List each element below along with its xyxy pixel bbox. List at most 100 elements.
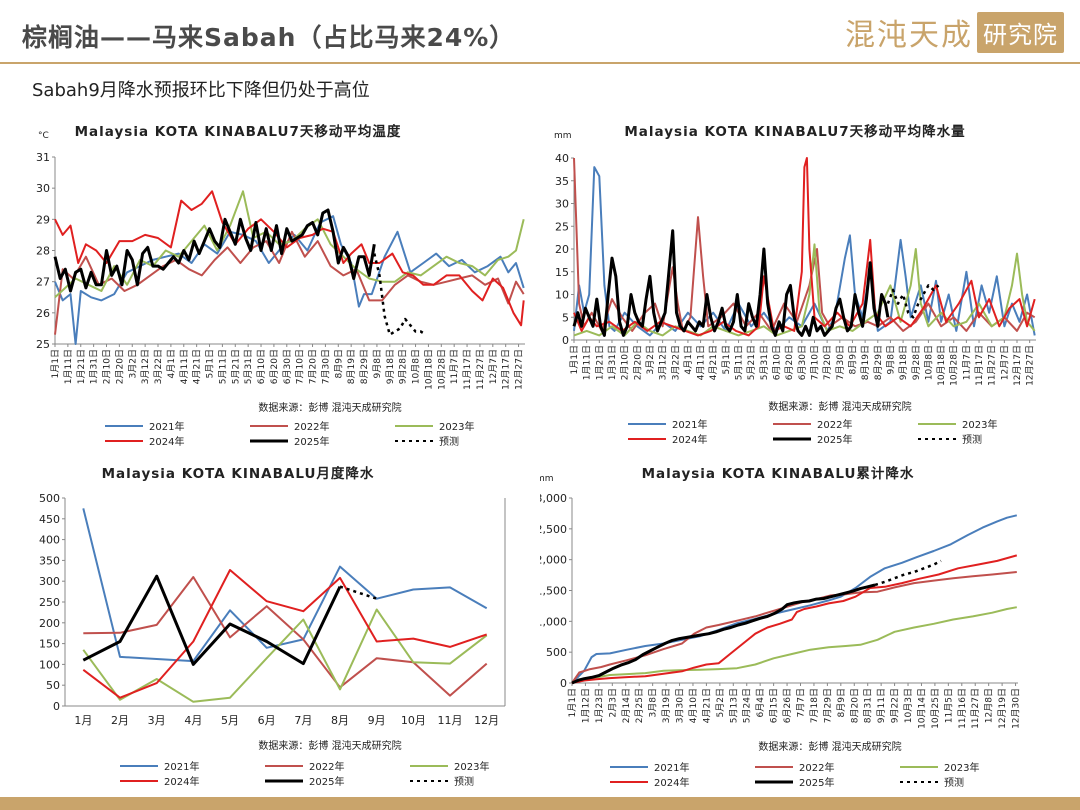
series-line-2022年 [54,230,525,335]
x-tick-label: 2月20日 [114,349,125,384]
x-tick-label: 6月 [258,714,276,727]
legend-label: 2021年 [149,420,184,433]
x-tick-label: 12月8日 [984,688,995,723]
x-tick-label: 4月21日 [708,345,719,380]
series-line-2021年 [82,508,488,663]
x-tick-label: 9月11日 [876,688,887,723]
y-tick-label: 500 [39,492,60,505]
x-tick-label: 8月19日 [860,345,871,380]
logo-badge: 研究院 [977,11,1064,53]
x-tick-label: 6月26日 [782,688,793,723]
x-tick-label: 5月11日 [217,349,228,384]
x-tick-label: 11月27日 [987,345,998,386]
x-tick-label: 5月13日 [728,688,739,723]
x-tick-label: 10月8日 [411,349,422,384]
x-tick-label: 12月17日 [1012,345,1023,386]
legend-label: 2023年 [454,760,489,773]
y-tick-label: 35 [555,175,569,188]
y-tick-label: 10 [555,289,569,302]
header-divider [0,62,1080,64]
y-tick-label: 100 [39,658,60,671]
x-tick-label: 6月10日 [772,345,783,380]
x-tick-label: 8月20日 [849,688,860,723]
x-tick-label: 3月2日 [645,345,656,374]
x-tick-label: 3月30日 [675,688,686,723]
y-tick-label: 350 [39,554,60,567]
legend-label: 预测 [962,433,982,446]
x-tick-label: 7月18日 [809,688,820,723]
y-tick-label: 0 [562,334,569,347]
x-tick-label: 1月1日 [567,688,578,717]
x-tick-label: 5月11日 [734,345,745,380]
y-tick-label: 500 [546,646,567,659]
y-tick-label: 29 [36,213,50,226]
x-tick-label: 2月3日 [607,688,618,717]
x-tick-label: 6月20日 [269,349,280,384]
legend-label: 2025年 [309,775,344,788]
x-tick-label: 7月10日 [809,345,820,380]
series-line-2021年 [571,514,1018,684]
x-tick-label: 11月7日 [961,345,972,380]
x-tick-label: 3月12日 [140,349,151,384]
x-tick-label: 8月31日 [863,688,874,723]
x-tick-label: 12月30日 [1011,688,1022,729]
legend-label: 2023年 [944,761,979,774]
x-tick-label: 11月7日 [449,349,460,384]
x-tick-label: 7月29日 [822,688,833,723]
x-tick-label: 4月1日 [166,349,177,378]
page-title: 棕榈油——马来Sabah（占比马来24%） [22,23,516,52]
x-tick-label: 11月27日 [475,349,486,390]
legend-label: 2021年 [164,760,199,773]
y-tick-label: 15 [555,266,569,279]
x-tick-label: 12月19日 [997,688,1008,729]
y-tick-label: 20 [555,243,569,256]
x-tick-label: 4月11日 [696,345,707,380]
legend-label: 2024年 [149,435,184,448]
x-tick-label: 9月18日 [898,345,909,380]
x-tick-label: 9月28日 [911,345,922,380]
x-tick-label: 5月24日 [742,688,753,723]
x-tick-label: 9月 [368,714,386,727]
x-tick-label: 2月10日 [620,345,631,380]
y-tick-label: 150 [39,638,60,651]
x-tick-label: 5月1日 [205,349,216,378]
x-tick-label: 10月18日 [936,345,947,386]
x-tick-label: 3月12日 [658,345,669,380]
cumulative-rain-chart: Malaysia KOTA KINABALU累计降水 mm 0 500 1,000 1,5… [540,465,1022,789]
x-tick-label: 12月7日 [488,349,499,384]
x-tick-label: 5月31日 [243,349,254,384]
y-tick-label: 50 [46,679,60,692]
y-tick-label: 30 [555,198,569,211]
x-tick-label: 1月21日 [594,345,605,380]
x-tick-label: 8月9日 [333,349,344,378]
x-tick-label: 5月21日 [746,345,757,380]
x-tick-label: 10月 [401,714,426,727]
x-tick-label: 7月 [294,714,312,727]
series-line-2023年 [571,606,1017,684]
legend-label: 预测 [454,775,474,788]
x-tick-label: 9月8日 [885,345,896,374]
y-tick-label: 40 [555,152,569,165]
x-tick-label: 10月18日 [423,349,434,390]
x-tick-label: 11月16日 [957,688,968,729]
chart-title: Malaysia KOTA KINABALU月度降水 [102,465,375,482]
x-tick-label: 3月22日 [670,345,681,380]
x-tick-label: 6月15日 [769,688,780,723]
y-tick-label: 28 [36,245,50,258]
x-tick-label: 3月 [148,714,166,727]
y-tick-label: 25 [555,220,569,233]
x-tick-label: 6月30日 [797,345,808,380]
x-tick-label: 1月1日 [569,345,580,374]
y-tick-label: 0 [560,677,567,690]
series-line-2024年 [82,569,488,699]
series-line-2025年 [571,583,876,685]
y-axis-unit: mm [540,474,554,484]
source-note: 数据来源：彭博 混沌天成研究院 [258,739,401,752]
x-tick-label: 2月25日 [634,688,645,723]
series-line-2024年 [573,157,1036,337]
x-tick-label: 10月25日 [930,688,941,729]
legend-label: 2021年 [654,761,689,774]
y-tick-label: 450 [39,513,60,526]
x-tick-label: 1月11日 [582,345,593,380]
x-tick-label: 11月 [438,714,463,727]
